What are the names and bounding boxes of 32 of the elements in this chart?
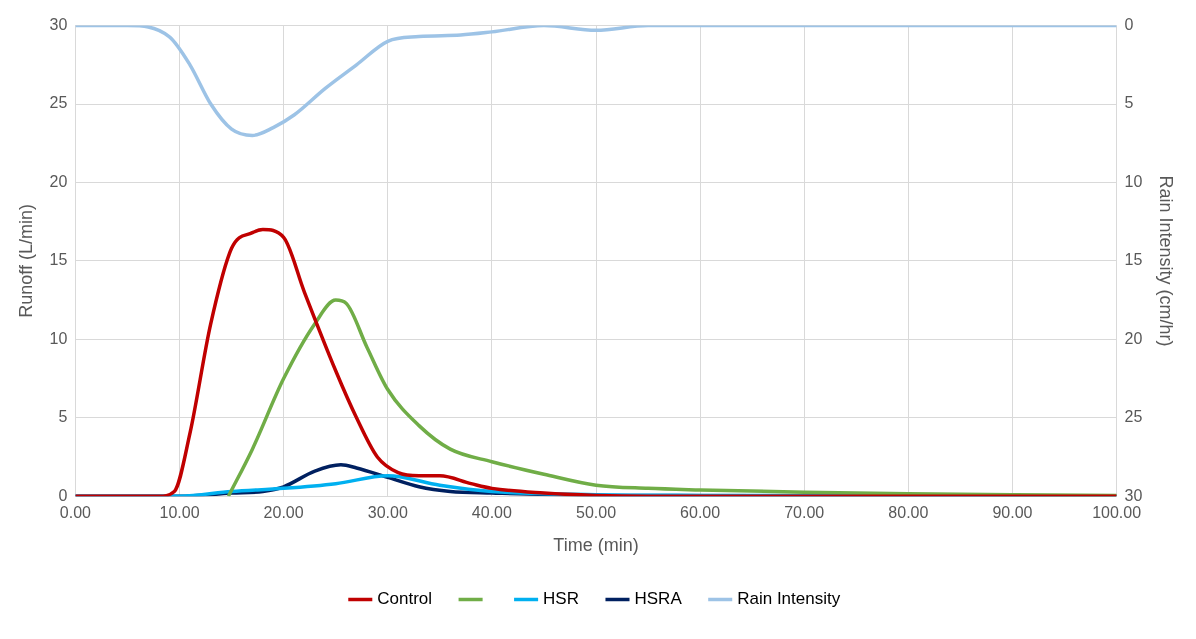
y2-tick-label: 15	[1124, 251, 1143, 269]
x-tick-label: 30.00	[367, 504, 408, 522]
y-tick-label: 0	[58, 486, 68, 504]
y2-tick-label: 20	[1124, 329, 1143, 347]
x-tick-label: 100.00	[1092, 504, 1142, 522]
y-tick-label: 25	[49, 94, 68, 112]
x-tick-label: 10.00	[159, 504, 200, 522]
y-tick-label: 20	[49, 172, 68, 190]
x-tick-label: 60.00	[680, 504, 721, 522]
y2-tick-label: 5	[1124, 94, 1134, 112]
x-tick-label: 40.00	[471, 504, 512, 522]
legend-label: HSR	[543, 589, 579, 609]
legend-label: Control	[377, 589, 433, 609]
x-tick-label: 80.00	[888, 504, 929, 522]
y2-axis-title: Rain Intensity (cm/hr)	[1156, 175, 1177, 347]
y-tick-label: 30	[49, 16, 68, 34]
y2-tick-label: 0	[1124, 16, 1134, 34]
y-tick-label: 10	[49, 329, 68, 347]
y2-tick-label: 25	[1124, 408, 1143, 426]
legend-label: HSRA	[634, 589, 683, 609]
y-tick-label: 5	[58, 408, 68, 426]
y2-tick-label: 10	[1124, 172, 1143, 190]
legend-label: Rain Intensity	[737, 589, 841, 609]
x-tick-label: 20.00	[263, 504, 304, 522]
y2-tick-label: 30	[1124, 486, 1143, 504]
y-tick-label: 15	[49, 251, 68, 269]
y-axis-title: Runoff (L/min)	[15, 204, 36, 318]
x-tick-label: 90.00	[992, 504, 1033, 522]
x-tick-label: 70.00	[784, 504, 825, 522]
x-tick-label: 50.00	[575, 504, 617, 522]
x-tick-label: 0.00	[59, 504, 92, 522]
x-axis-title: Time (min)	[553, 535, 639, 556]
